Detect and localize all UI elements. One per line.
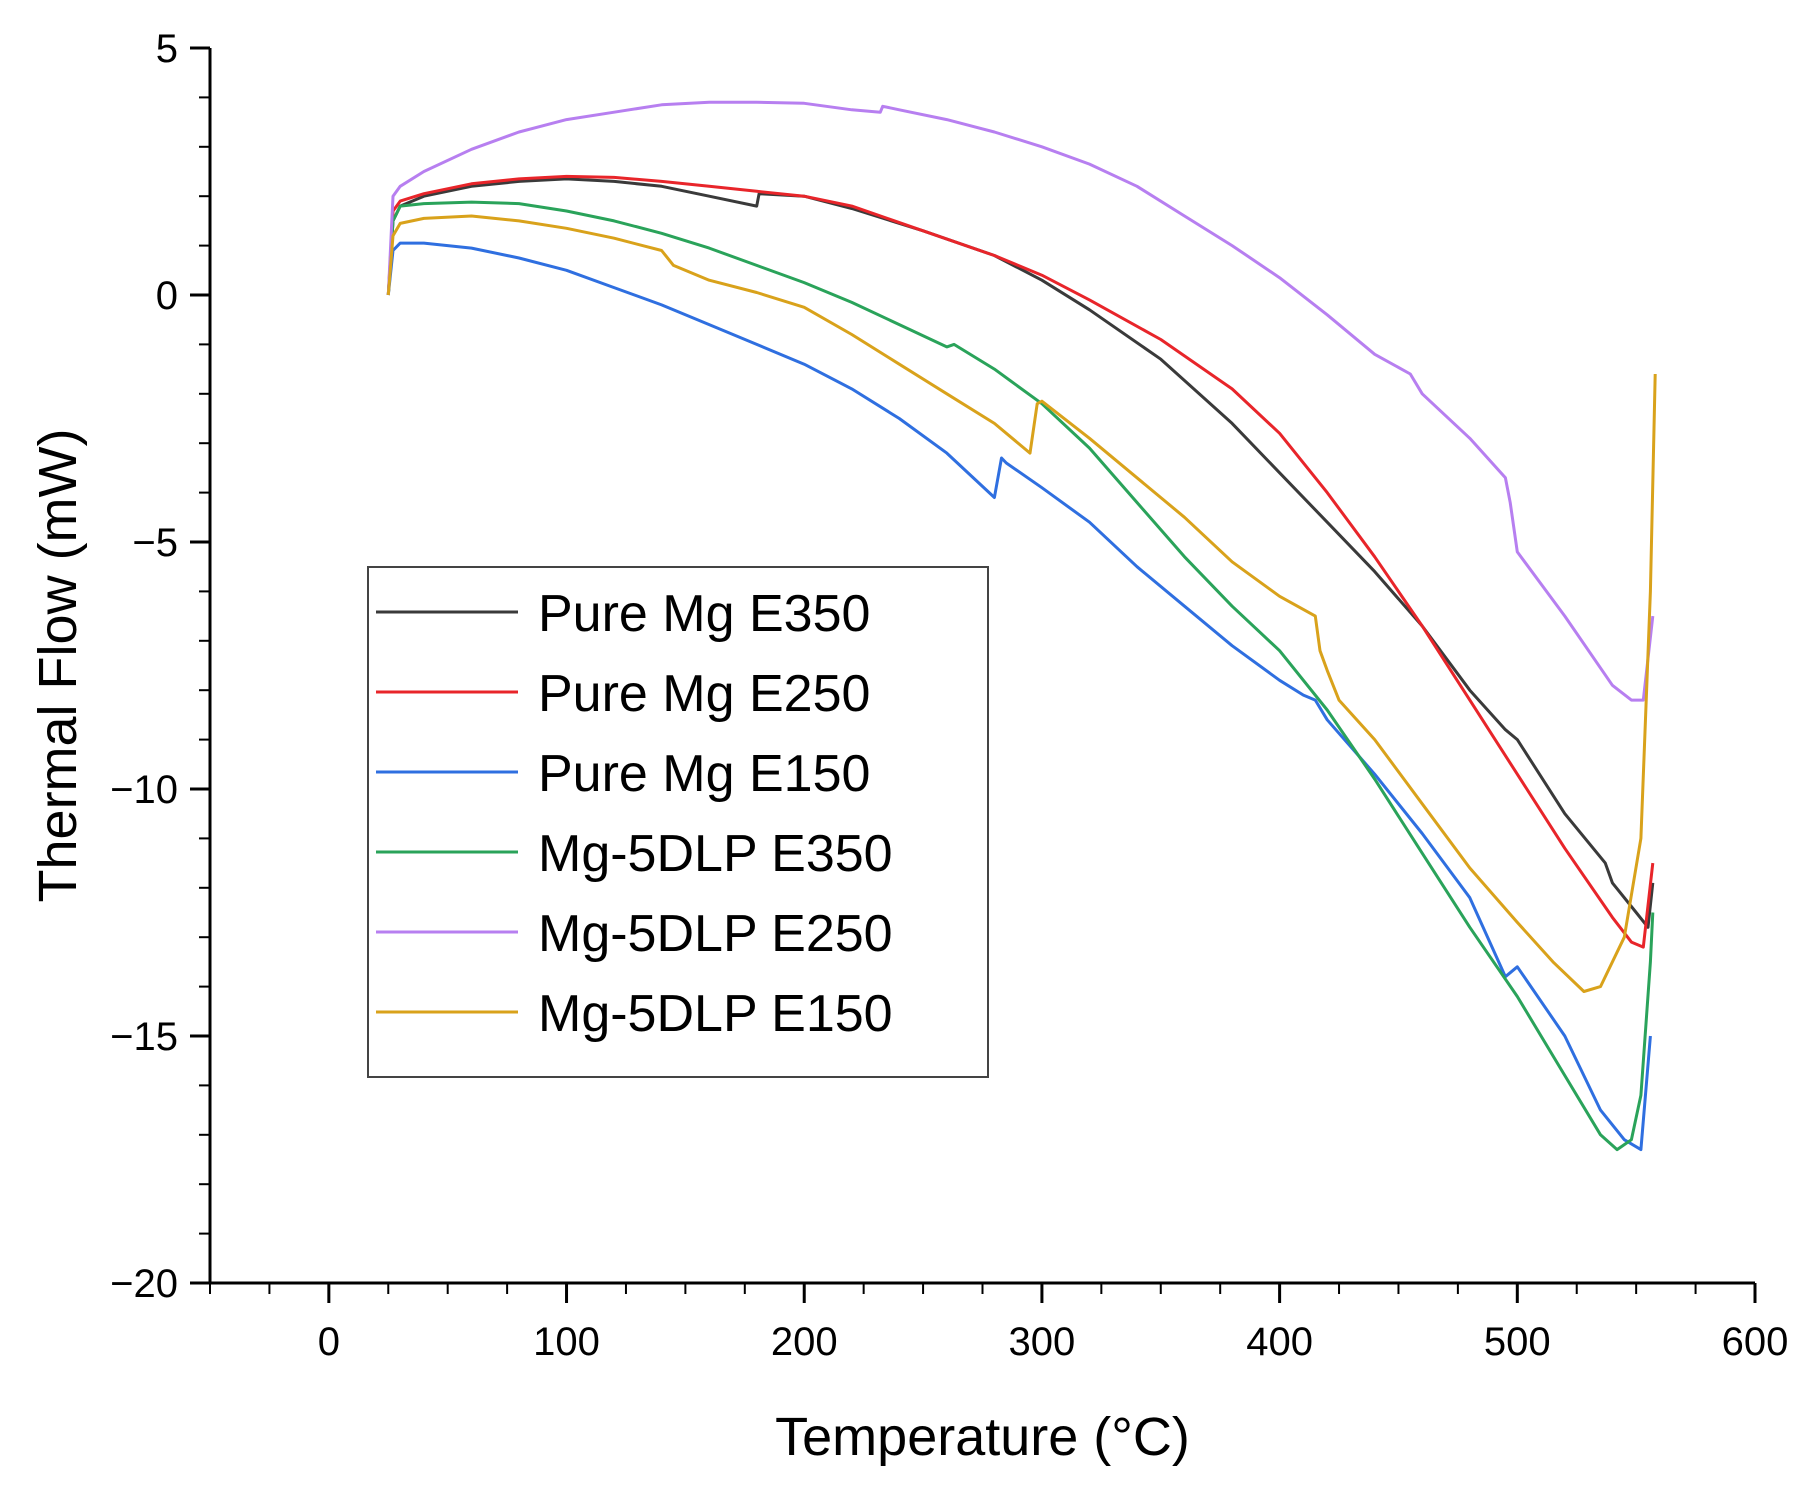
legend-label: Mg-5DLP E150 bbox=[538, 985, 893, 1043]
y-tick-label: −10 bbox=[110, 768, 178, 812]
x-tick-label: 400 bbox=[1246, 1320, 1313, 1364]
series-line-pure-mg-e250 bbox=[386, 174, 1655, 949]
legend: Pure Mg E350 Pure Mg E250 Pure Mg E150 Mg-5… bbox=[367, 566, 989, 1078]
y-tick-label: −15 bbox=[110, 1015, 178, 1059]
y-tick-label: −20 bbox=[110, 1262, 178, 1306]
axes: 0 100 200 300 400 500 600 5 0 −5 −10 −15 −20 bbox=[110, 27, 1788, 1364]
x-tick-label: 300 bbox=[1009, 1320, 1076, 1364]
y-tick-label: 0 bbox=[156, 274, 178, 318]
legend-label: Pure Mg E150 bbox=[538, 745, 870, 803]
legend-label: Mg-5DLP E250 bbox=[538, 905, 893, 963]
y-tick-label: −5 bbox=[132, 521, 178, 565]
ticks: 0 100 200 300 400 500 600 5 0 −5 −10 −15 −20 bbox=[110, 27, 1788, 1364]
plot-lines bbox=[386, 100, 1657, 1152]
series-line-mg-5dlp-e250 bbox=[386, 100, 1655, 702]
legend-label: Mg-5DLP E350 bbox=[538, 825, 893, 883]
legend-label: Pure Mg E250 bbox=[538, 665, 870, 723]
series-line-pure-mg-e350 bbox=[386, 177, 1655, 929]
y-axis-title: Thermal Flow (mW) bbox=[28, 429, 88, 903]
legend-label: Pure Mg E350 bbox=[538, 585, 870, 643]
x-tick-label: 0 bbox=[318, 1320, 340, 1364]
legend-box bbox=[367, 566, 989, 1078]
series-line-mg-5dlp-e350 bbox=[386, 200, 1655, 1152]
y-tick-label: 5 bbox=[156, 27, 178, 71]
x-tick-label: 100 bbox=[533, 1320, 600, 1364]
series-line-mg-5dlp-e150 bbox=[386, 214, 1657, 993]
x-tick-label: 200 bbox=[771, 1320, 838, 1364]
x-tick-label: 500 bbox=[1484, 1320, 1551, 1364]
x-tick-label: 600 bbox=[1722, 1320, 1789, 1364]
x-axis-title: Temperature (°C) bbox=[775, 1407, 1190, 1467]
